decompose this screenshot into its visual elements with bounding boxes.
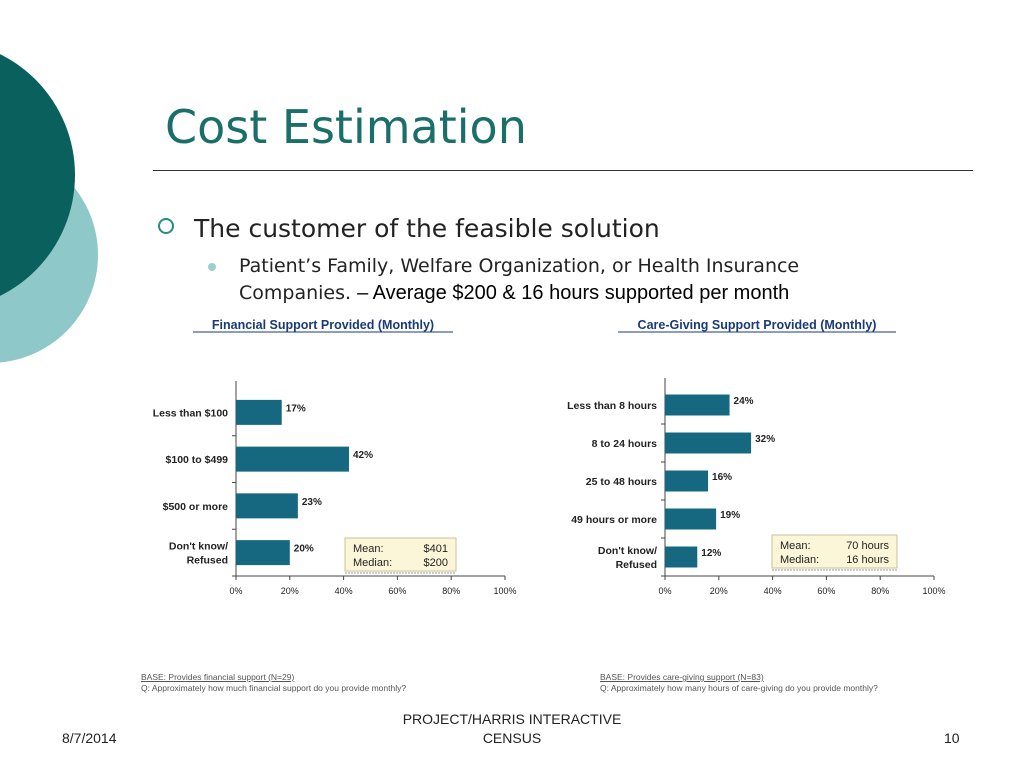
financial-notes: BASE: Provides financial support (N=29) … [141, 672, 406, 694]
chart-title: Financial Support Provided (Monthly) [212, 318, 434, 332]
bar-value-label: 19% [720, 510, 740, 521]
footer-page-number: 10 [944, 730, 960, 746]
category-label: Don't know/ [169, 541, 228, 553]
bullet-1-text: The customer of the feasible solution [194, 214, 660, 243]
x-tick-label: 0% [658, 586, 671, 596]
category-label: $500 or more [163, 501, 229, 513]
stats-mean-label: Mean: [353, 543, 384, 555]
footer-center-line-1: PROJECT/HARRIS INTERACTIVE [402, 711, 622, 727]
decorative-circles [0, 54, 98, 363]
slide-title: Cost Estimation [165, 100, 527, 154]
x-tick-label: 100% [922, 586, 945, 596]
category-label: Don't know/ [598, 545, 657, 557]
bar-value-label: 23% [302, 497, 322, 508]
bar [665, 432, 752, 454]
x-tick-label: 60% [388, 586, 406, 596]
financial-support-chart: Financial Support Provided (Monthly) 0% 20… [153, 318, 517, 596]
dark-teal-circle [0, 54, 75, 296]
stats-mean-value: $401 [424, 543, 448, 555]
bar-value-label: 12% [701, 548, 721, 559]
stats-median-value: 16 hours [846, 554, 889, 566]
bullet-2-emphasis: – Average $200 & 16 hours supported per … [357, 282, 790, 304]
bar [665, 546, 698, 568]
stats-median-label: Median: [353, 557, 392, 569]
footer-date: 8/7/2014 [62, 730, 117, 746]
caregiving-question-note: Q: Approximately how many hours of care-… [600, 683, 878, 693]
bullet-2-normal: Patient’s Family, Welfare Organization, … [239, 255, 800, 304]
category-label: $100 to $499 [166, 454, 229, 466]
caregiving-base-note: BASE: Provides care-giving support (N=83… [600, 672, 764, 682]
footer-center: PROJECT/HARRIS INTERACTIVE CENSUS [362, 710, 662, 748]
bar [665, 394, 730, 416]
care-giving-support-chart: Care-Giving Support Provided (Monthly) 0%… [567, 318, 945, 596]
bullet-2-text: Patient’s Family, Welfare Organization, … [239, 253, 908, 307]
bar-value-label: 42% [353, 450, 373, 461]
hollow-circle-bullet-icon [158, 218, 174, 234]
chart-title: Care-Giving Support Provided (Monthly) [638, 318, 877, 332]
bullet-level-1: The customer of the feasible solution [158, 214, 660, 243]
financial-question-note: Q: Approximately how much financial supp… [141, 683, 407, 693]
bar [236, 540, 290, 566]
category-label: Less than $100 [153, 407, 228, 419]
stats-mean-value: 70 hours [846, 540, 889, 552]
stats-box [771, 534, 898, 569]
category-label: Less than 8 hours [567, 400, 657, 412]
dot-bullet-icon [208, 263, 216, 271]
category-label: 8 to 24 hours [592, 438, 658, 450]
category-label: Refused [616, 559, 657, 571]
bar [236, 493, 298, 519]
bar [236, 399, 282, 425]
bar [665, 470, 709, 492]
bar [665, 508, 717, 530]
x-tick-label: 100% [493, 586, 516, 596]
category-label: Refused [187, 555, 228, 567]
x-tick-label: 40% [764, 586, 782, 596]
x-tick-label: 40% [335, 586, 353, 596]
stats-median-value: $200 [424, 557, 448, 569]
x-tick-label: 20% [281, 586, 299, 596]
bar [236, 446, 349, 472]
x-tick-label: 80% [871, 586, 889, 596]
footer-center-line-2: CENSUS [482, 730, 542, 746]
bar-value-label: 32% [755, 434, 775, 445]
bar-value-label: 20% [294, 544, 314, 555]
title-divider [153, 170, 973, 171]
category-label: 49 hours or more [571, 514, 657, 526]
bar-value-label: 16% [712, 472, 732, 483]
bar-value-label: 24% [734, 396, 754, 407]
financial-base-note: BASE: Provides financial support (N=29) [141, 672, 295, 682]
category-label: 25 to 48 hours [586, 476, 657, 488]
stats-box [344, 537, 457, 572]
stats-mean-label: Mean: [780, 540, 811, 552]
x-tick-label: 20% [710, 586, 728, 596]
stats-median-label: Median: [780, 554, 819, 566]
x-tick-label: 80% [442, 586, 460, 596]
bar-value-label: 17% [286, 403, 306, 414]
x-tick-label: 0% [229, 586, 242, 596]
caregiving-notes: BASE: Provides care-giving support (N=83… [600, 672, 878, 694]
bullet-level-2: Patient’s Family, Welfare Organization, … [208, 253, 908, 307]
x-tick-label: 60% [817, 586, 835, 596]
